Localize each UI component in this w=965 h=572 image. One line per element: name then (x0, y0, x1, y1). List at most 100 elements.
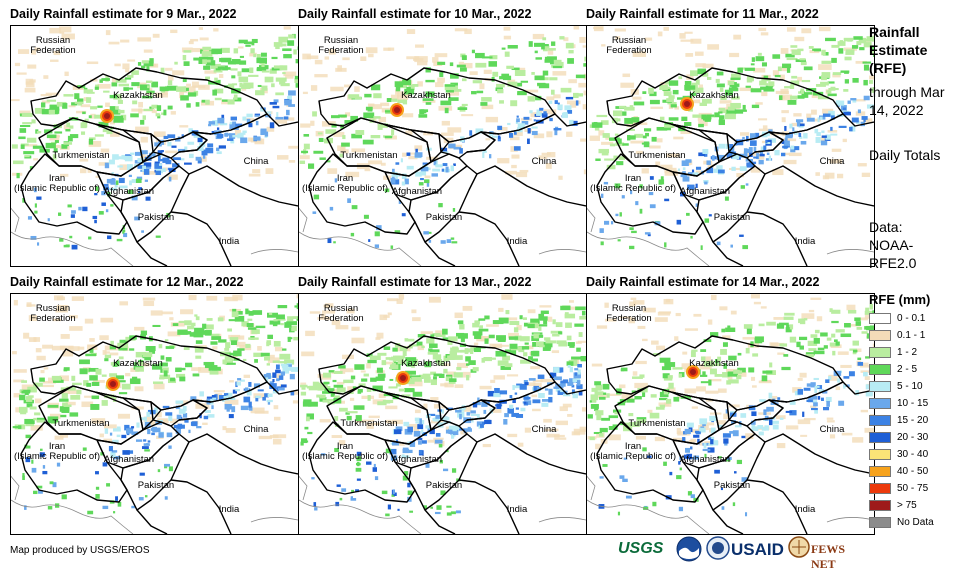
rain-moderate (599, 433, 604, 437)
rain-moderate (505, 310, 509, 314)
rain-light (781, 48, 789, 54)
rain-moderate (288, 337, 291, 342)
rain-moderate (690, 70, 698, 76)
rain-moderate (248, 327, 256, 330)
rain-moderate (39, 378, 45, 382)
rain-moderate (596, 115, 607, 117)
rain-light (809, 310, 814, 312)
rain-light (636, 436, 646, 440)
legend-label: 1 - 2 (897, 346, 917, 359)
rain-moderate (651, 394, 657, 397)
rain-heavy (167, 134, 175, 138)
rain-light (630, 141, 643, 144)
rain-shower (733, 502, 735, 506)
rain-light (794, 37, 804, 41)
rain-heavy (837, 101, 844, 106)
rain-heavy (823, 407, 829, 410)
rain-moderate (249, 311, 254, 316)
rain-moderate (492, 72, 498, 77)
rain-shower (615, 214, 618, 216)
rain-heavy (276, 112, 278, 117)
rain-moderate (385, 136, 392, 138)
legend-item: 50 - 75 (869, 481, 964, 498)
rain-moderate (538, 314, 544, 320)
rain-moderate (25, 424, 34, 426)
rain-shower (34, 211, 37, 214)
rain-light (154, 383, 165, 389)
rain-light (479, 83, 484, 89)
rain-moderate (202, 100, 206, 103)
rain-shower (99, 211, 104, 215)
rain-heavy (421, 429, 423, 433)
rain-moderate (681, 117, 687, 121)
rain-moderate (180, 95, 189, 100)
rain-heavy (733, 430, 739, 436)
rain-shower (686, 213, 690, 216)
rain-shower (452, 468, 456, 472)
rain-moderate (64, 405, 72, 407)
rain-moderate (552, 334, 559, 337)
rain-moderate (113, 118, 123, 123)
rain-moderate (183, 55, 187, 60)
rain-heavy (231, 117, 237, 121)
country-label: Iran(Islamic Republic of) (590, 174, 676, 194)
rain-light (368, 54, 374, 58)
legend-item: 2 - 5 (869, 362, 964, 379)
rain-heavy (455, 410, 461, 413)
rain-light (649, 145, 661, 148)
rain-heavy (268, 394, 273, 397)
rain-shower (313, 502, 316, 506)
rain-moderate (234, 95, 238, 100)
rain-shower (742, 245, 748, 249)
rain-shower (439, 444, 443, 447)
country-label: India (507, 237, 528, 247)
rain-light (11, 99, 20, 101)
rain-moderate (474, 348, 481, 352)
rain-moderate (348, 94, 359, 98)
rain-moderate (153, 381, 163, 383)
rain-shower (144, 449, 150, 451)
rain-moderate (751, 63, 755, 65)
rain-moderate (377, 353, 386, 356)
rain-moderate (267, 363, 270, 365)
rain-heavy (742, 137, 745, 140)
rain-heavy (814, 378, 819, 380)
rain-moderate (666, 399, 671, 404)
rain-moderate (645, 133, 649, 136)
rain-light (41, 94, 53, 96)
rain-moderate (437, 62, 445, 65)
rain-moderate (792, 50, 801, 56)
rain-moderate (240, 56, 244, 58)
panel-title: Daily Rainfall estimate for 12 Mar., 202… (10, 273, 300, 291)
rain-heavy (843, 108, 846, 110)
rain-heavy (563, 112, 567, 117)
rain-heavy (432, 169, 440, 172)
rain-light (433, 438, 443, 440)
rain-heavy (500, 390, 507, 394)
rain-light (638, 326, 646, 329)
rain-heavy (553, 367, 559, 373)
rain-heavy (849, 127, 853, 131)
legend-swatch (869, 483, 891, 494)
rain-heavy (290, 374, 295, 379)
rain-moderate (669, 80, 678, 85)
rain-heavy (766, 407, 774, 412)
rain-moderate (466, 348, 472, 352)
rain-shower (35, 203, 37, 207)
rain-light (137, 37, 151, 41)
rain-shower (88, 237, 91, 240)
rain-moderate (841, 70, 850, 72)
rain-moderate (509, 321, 519, 325)
rain-light (657, 138, 663, 142)
rain-heavy (164, 136, 169, 139)
rain-shower (631, 231, 637, 233)
rain-moderate (527, 324, 534, 328)
rain-heavy (538, 375, 545, 379)
rain-moderate (566, 43, 574, 49)
rain-light (474, 343, 478, 346)
rain-moderate (660, 117, 665, 121)
rain-light (719, 306, 727, 310)
rain-light (435, 53, 448, 57)
rain-light (411, 309, 416, 313)
rain-moderate (417, 342, 423, 346)
